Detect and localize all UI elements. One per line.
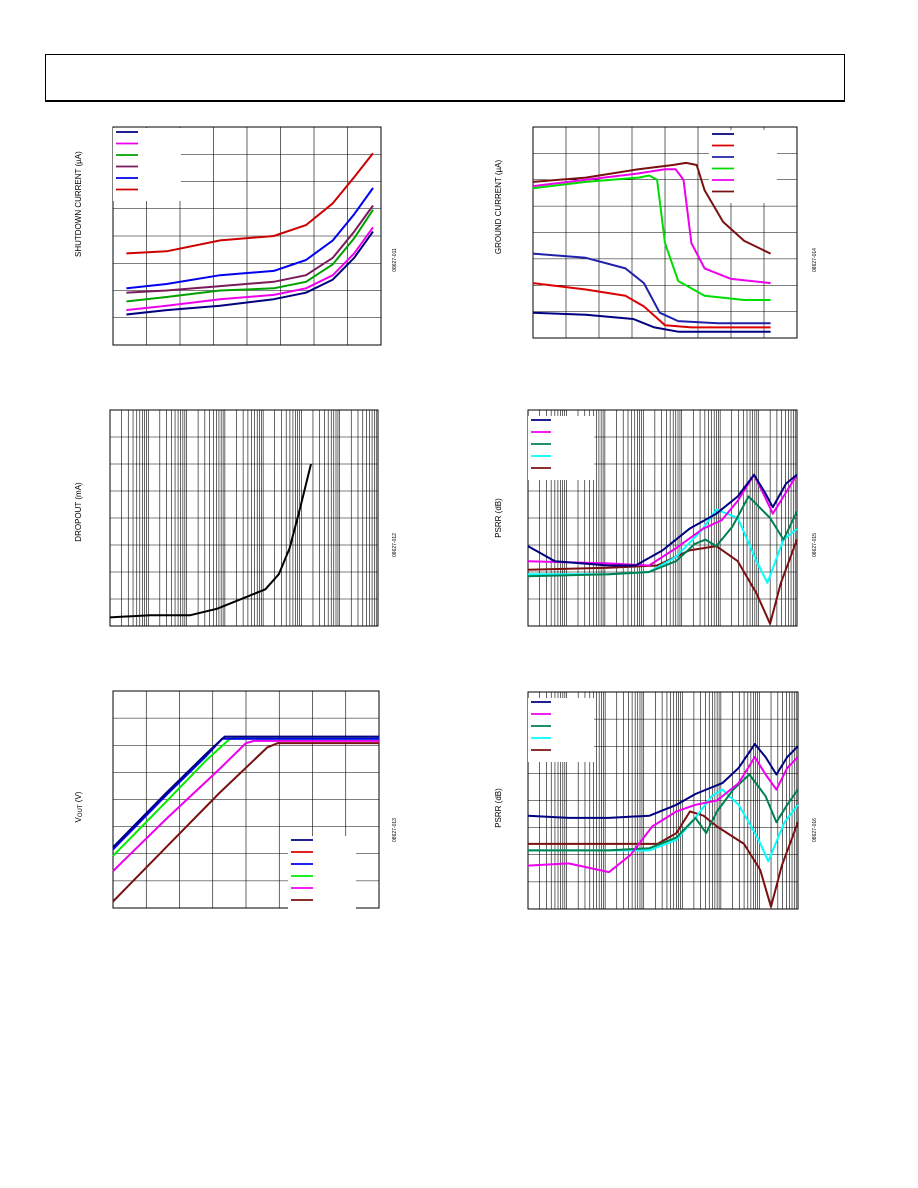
series-line bbox=[527, 743, 799, 819]
series-line bbox=[527, 473, 798, 567]
grid bbox=[110, 410, 378, 626]
y-axis-label: PSRR (dB) bbox=[494, 788, 503, 828]
series-line bbox=[109, 463, 312, 619]
series-line bbox=[126, 204, 374, 294]
series-line bbox=[112, 735, 379, 848]
series-line bbox=[532, 311, 771, 333]
series-line bbox=[527, 756, 799, 874]
series-line bbox=[112, 739, 379, 872]
series-line bbox=[532, 252, 771, 325]
series-line bbox=[527, 539, 798, 625]
series-line bbox=[126, 187, 374, 290]
series-line bbox=[126, 226, 374, 312]
series-line bbox=[528, 773, 799, 852]
series-line bbox=[532, 174, 771, 301]
grid bbox=[528, 692, 798, 909]
series-line bbox=[527, 473, 798, 567]
series-line bbox=[527, 495, 798, 578]
series-line bbox=[126, 209, 374, 303]
series-line bbox=[532, 168, 771, 285]
page-header-box bbox=[45, 54, 845, 102]
legend-background bbox=[528, 698, 594, 762]
series-line bbox=[528, 810, 799, 908]
series-line bbox=[112, 742, 379, 903]
series-line bbox=[528, 788, 799, 863]
series-line bbox=[126, 231, 374, 316]
series-line bbox=[532, 282, 771, 329]
series-line bbox=[126, 152, 374, 255]
series-line bbox=[532, 161, 772, 255]
legend-background bbox=[528, 416, 594, 480]
figure-id: 08627-016 bbox=[812, 818, 818, 842]
